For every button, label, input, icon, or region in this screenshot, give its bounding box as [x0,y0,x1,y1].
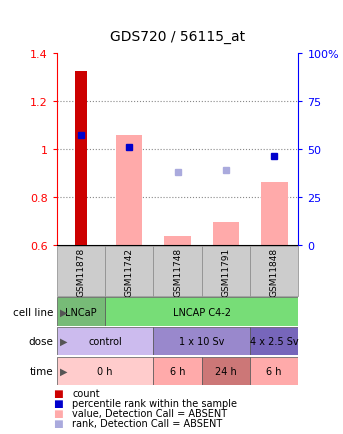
Text: GSM11848: GSM11848 [270,247,279,296]
Text: ■: ■ [53,388,63,398]
Bar [164,237,191,245]
Text: value, Detection Call = ABSENT: value, Detection Call = ABSENT [72,408,227,418]
Bar [153,357,202,385]
Bar [202,357,250,385]
Bar [57,357,153,385]
Text: ▶: ▶ [60,336,68,346]
Text: cell line: cell line [13,307,53,317]
Text: 0 h: 0 h [97,366,113,376]
Text: control: control [88,336,122,346]
Bar [261,183,287,245]
Text: ■: ■ [53,408,63,418]
Text: 24 h: 24 h [215,366,237,376]
Text: GSM11742: GSM11742 [125,247,134,296]
Text: 1 x 10 Sv: 1 x 10 Sv [179,336,224,346]
Bar [250,357,298,385]
Bar [105,298,298,326]
Bar [250,327,298,355]
Text: GSM11791: GSM11791 [221,247,230,296]
Bar [250,247,298,296]
Bar [105,247,153,296]
Text: 6 h: 6 h [267,366,282,376]
Text: ▶: ▶ [60,366,68,376]
Bar [153,247,202,296]
Text: rank, Detection Call = ABSENT: rank, Detection Call = ABSENT [72,418,222,427]
Text: time: time [29,366,53,376]
Text: 6 h: 6 h [170,366,185,376]
Text: ■: ■ [53,398,63,408]
Text: ■: ■ [53,418,63,427]
Bar [202,247,250,296]
Bar [57,298,105,326]
Text: GSM11748: GSM11748 [173,247,182,296]
Text: percentile rank within the sample: percentile rank within the sample [72,398,237,408]
Text: count: count [72,388,100,398]
Text: LNCAP C4-2: LNCAP C4-2 [173,307,231,317]
Text: GSM11878: GSM11878 [76,247,85,296]
Text: ▶: ▶ [60,307,68,317]
Bar [116,135,142,245]
Text: dose: dose [28,336,53,346]
Bar [57,247,105,296]
Text: LNCaP: LNCaP [65,307,97,317]
Bar [153,327,250,355]
Text: GDS720 / 56115_at: GDS720 / 56115_at [110,30,245,43]
Bar [57,327,153,355]
Bar [213,223,239,245]
Bar [75,72,87,245]
Text: 4 x 2.5 Sv: 4 x 2.5 Sv [250,336,298,346]
